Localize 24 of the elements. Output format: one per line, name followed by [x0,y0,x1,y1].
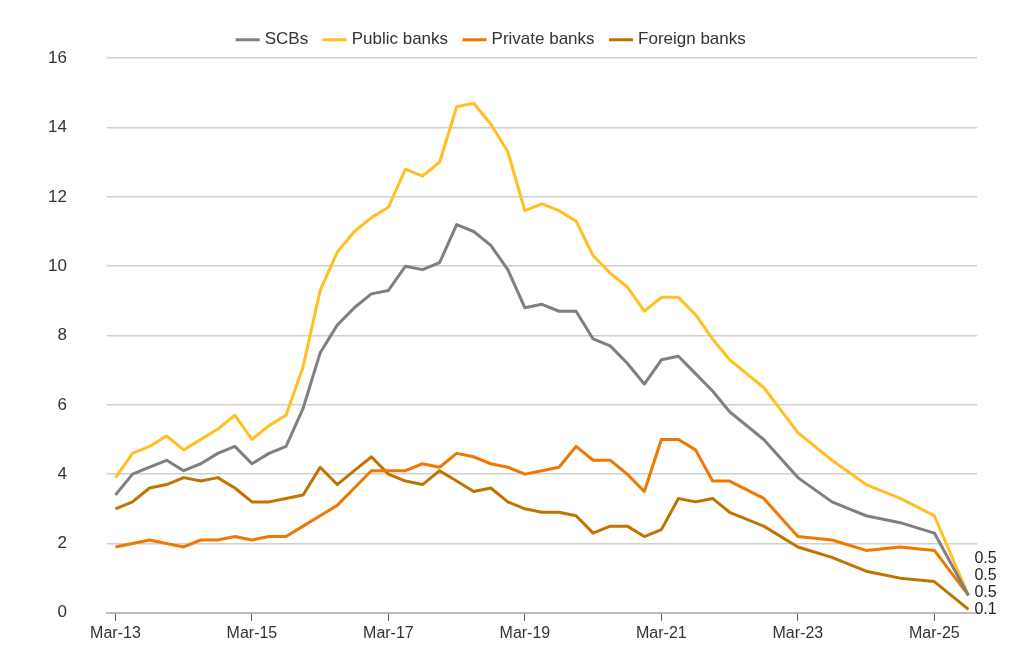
y-tick-label: 12 [47,186,67,206]
y-tick-label: 8 [57,325,67,345]
x-tick-label: Mar-25 [909,623,960,641]
legend-label: Public banks [351,29,449,49]
x-tick-label: Mar-23 [772,623,824,641]
x-tick-label: Mar-21 [636,623,687,641]
data-label: 0.5 [974,565,997,583]
data-label: 0.1 [974,599,997,617]
y-tick-label: 2 [57,533,67,553]
y-tick-label: 4 [57,463,67,483]
legend-label: Foreign banks [638,29,746,49]
y-tick-label: 16 [47,47,67,67]
data-label: 0.5 [974,582,997,600]
data-label: 0.5 [974,548,997,566]
legend-label: SCBs [264,29,309,49]
x-tick-label: Mar-15 [226,623,278,641]
y-tick-label: 0 [57,602,67,622]
legend-label: Private banks [491,29,595,49]
x-tick-label: Mar-19 [499,623,551,641]
x-tick-label: Mar-17 [363,623,414,641]
y-tick-label: 10 [47,255,67,275]
y-tick-label: 6 [57,394,67,414]
x-tick-label: Mar-13 [90,623,141,641]
y-tick-label: 14 [47,117,67,137]
